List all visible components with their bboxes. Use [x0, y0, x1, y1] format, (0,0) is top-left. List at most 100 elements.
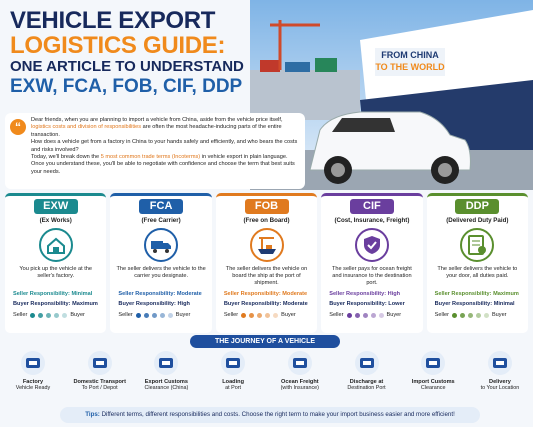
step-graphic — [154, 351, 179, 375]
term-description: You pick up the vehicle at the seller's … — [19, 266, 92, 280]
scale-dot — [475, 312, 481, 318]
value: Maximum — [72, 301, 98, 307]
step-subtitle: Clearance — [420, 385, 446, 392]
scale-label: Buyer — [281, 312, 296, 318]
intro-text: Dear friends, when you are planning to i… — [31, 117, 283, 123]
scale-label: Buyer — [175, 312, 191, 318]
scale-label: Seller — [13, 312, 28, 318]
journey-step: Import Customs Clearance — [405, 350, 461, 405]
ship-text: TO THE WORLD — [375, 62, 445, 72]
term-description: The seller pays for ocean freight and in… — [331, 266, 412, 287]
term-full-name: (Cost, Insurance, Freight) — [334, 217, 410, 224]
value: Moderate — [282, 301, 308, 307]
highlight: 5 most common trade terms (Incoterms) — [100, 154, 201, 161]
value: Minimal — [493, 301, 515, 307]
responsibility-scale: Seller Buyer — [118, 312, 203, 318]
step-title: Domestic Transport — [73, 378, 126, 385]
step-subtitle: (with Insurance) — [280, 385, 319, 392]
buyer-responsibility: Buyer Responsibility: High — [118, 300, 203, 308]
term-card: CIF (Cost, Insurance, Freight) The seller … — [321, 193, 423, 333]
label: Seller Responsibility: — [434, 291, 492, 297]
step-title: Delivery — [489, 378, 511, 385]
step-subtitle: Vehicle Ready — [15, 385, 51, 392]
journey-step: Delivery to Your Location — [472, 350, 528, 405]
step-title: Loading — [222, 378, 244, 385]
step-icon — [472, 350, 528, 379]
scale-dot — [362, 312, 368, 318]
tips-text: Different terms, different responsibilit… — [101, 411, 455, 418]
term-card: DDP (Delivered Duty Paid) The seller deliv… — [426, 193, 529, 333]
term-full-name: (Free on Board) — [243, 217, 290, 224]
scale-label: Buyer — [386, 312, 402, 318]
term-full-name: (Delivered Duty Paid) — [446, 217, 509, 224]
intro-text: Today, we'll break down the — [31, 154, 101, 161]
term-card: FCA (Free Carrier) The seller delivers the… — [110, 193, 212, 333]
value: Minimal — [71, 291, 93, 297]
label: Buyer Responsibility: — [118, 301, 176, 307]
scale-dot — [378, 312, 384, 318]
journey-step: Export Customs Clearance (China) — [138, 350, 194, 405]
step-subtitle: Clearance (China) — [144, 385, 189, 392]
journey-steps: Factory Vehicle Ready Domestic Transport To… — [5, 350, 528, 405]
svg-text:“: “ — [15, 120, 21, 134]
scale-dot — [354, 312, 360, 318]
scale-dot — [241, 312, 247, 318]
journey-step: Ocean Freight (with Insurance) — [272, 350, 328, 405]
term-description: The seller delivers the vehicle to the c… — [116, 266, 206, 280]
journey-step: Loading at Port — [205, 350, 261, 405]
value: Moderate — [176, 291, 202, 297]
term-cards: EXW (Ex Works) You pick up the vehicle at … — [5, 193, 529, 333]
intro-paragraph: Dear friends, when you are planning to i… — [31, 117, 299, 139]
intro-text: in vehicle export in plain language. Onc… — [31, 154, 295, 175]
scale-dot — [151, 312, 157, 318]
scale-dot — [459, 312, 465, 318]
scale-dot — [451, 312, 457, 318]
label: Seller Responsibility: — [329, 291, 387, 297]
step-graphic — [287, 351, 312, 375]
step-subtitle: To Port / Depot — [81, 385, 118, 392]
scale-dot — [143, 312, 149, 318]
step-icon — [205, 350, 261, 379]
term-full-name: (Ex Works) — [39, 217, 72, 224]
step-title: Discharge at — [349, 378, 384, 385]
quote-icon: “ — [10, 119, 26, 135]
responsibility-scale: Seller Buyer — [329, 312, 414, 318]
seller-responsibility: Seller Responsibility: Moderate — [224, 290, 309, 298]
step-graphic — [21, 351, 45, 375]
journey-step: Discharge at Destination Port — [339, 350, 395, 405]
step-title: Factory — [22, 378, 44, 385]
intro-text: are often the most headache-inducing par… — [31, 124, 282, 138]
term-code: DDP — [455, 199, 500, 214]
scale-label: Buyer — [491, 312, 507, 318]
buyer-responsibility: Buyer Responsibility: Maximum — [13, 300, 98, 308]
term-icon — [249, 228, 284, 262]
value: Moderate — [282, 291, 308, 297]
journey-title: THE JOURNEY OF A VEHICLE — [190, 335, 340, 348]
term-code: CIF — [349, 199, 394, 214]
label: Seller Responsibility: — [118, 291, 176, 297]
icon-graphic — [151, 241, 172, 253]
step-subtitle: Destination Port — [347, 385, 386, 392]
scale-label: Seller — [434, 312, 449, 318]
scale-dot — [265, 312, 271, 318]
term-code: FCA — [139, 199, 184, 214]
scale-dot — [54, 312, 60, 318]
intro-text: How does a vehicle get from a factory in… — [31, 139, 298, 153]
value: Lower — [388, 301, 405, 307]
term-full-name: (Free Carrier) — [141, 217, 181, 224]
scale-dot — [159, 312, 165, 318]
label: Buyer Responsibility: — [329, 301, 387, 307]
term-description: The seller delivers the vehicle to your … — [437, 266, 518, 280]
scale-dot — [257, 312, 263, 318]
term-icon — [38, 228, 73, 262]
scale-dot — [46, 312, 52, 318]
title: LOGISTICS GUIDE: — [10, 32, 226, 59]
step-subtitle: at Port — [225, 385, 242, 392]
step-icon — [72, 350, 128, 379]
step-graphic — [487, 351, 512, 375]
buyer-responsibility: Buyer Responsibility: Lower — [329, 300, 414, 308]
title: VEHICLE EXPORT — [10, 7, 216, 34]
step-icon — [405, 350, 461, 379]
label: Seller Responsibility: — [223, 291, 281, 297]
